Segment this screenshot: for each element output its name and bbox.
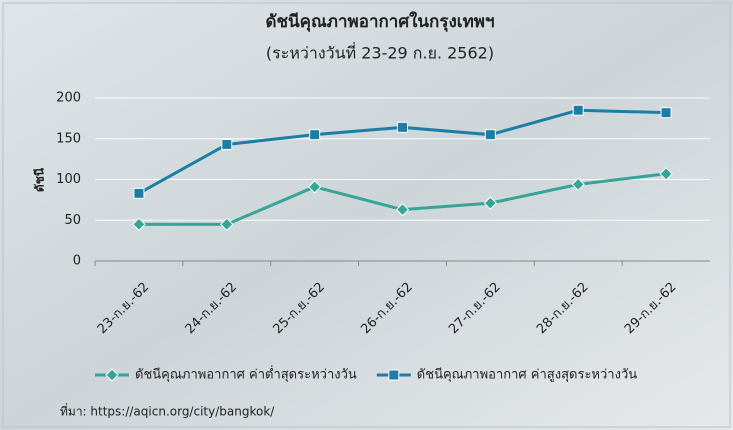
legend-label: ดัชนีคุณภาพอากาศ ค่าต่ำสุดระหว่างวัน: [135, 366, 357, 383]
y-tick-label: 100: [56, 172, 81, 187]
chart: ดัชนีคุณภาพอากาศในกรุงเทพฯ (ระหว่างวันที…: [0, 0, 733, 430]
marker: [573, 105, 583, 115]
legend-label: ดัชนีคุณภาพอากาศ ค่าสูงสุดระหว่างวัน: [417, 367, 637, 383]
y-tick-label: 150: [56, 131, 81, 146]
y-axis-label: ดัชนี: [33, 167, 47, 192]
y-tick-label: 0: [73, 254, 81, 269]
y-tick-label: 50: [64, 213, 81, 228]
marker: [222, 139, 232, 149]
marker: [389, 370, 399, 380]
chart-subtitle: (ระหว่างวันที่ 23-29 ก.ย. 2562): [266, 42, 494, 63]
marker: [661, 108, 671, 118]
background: [0, 0, 733, 430]
y-tick-label: 200: [56, 91, 81, 106]
marker: [485, 130, 495, 140]
marker: [310, 130, 320, 140]
marker: [134, 188, 144, 198]
marker: [398, 122, 408, 132]
source: ที่มา: https://aqicn.org/city/bangkok/: [60, 403, 275, 419]
chart-title: ดัชนีคุณภาพอากาศในกรุงเทพฯ: [265, 11, 494, 32]
